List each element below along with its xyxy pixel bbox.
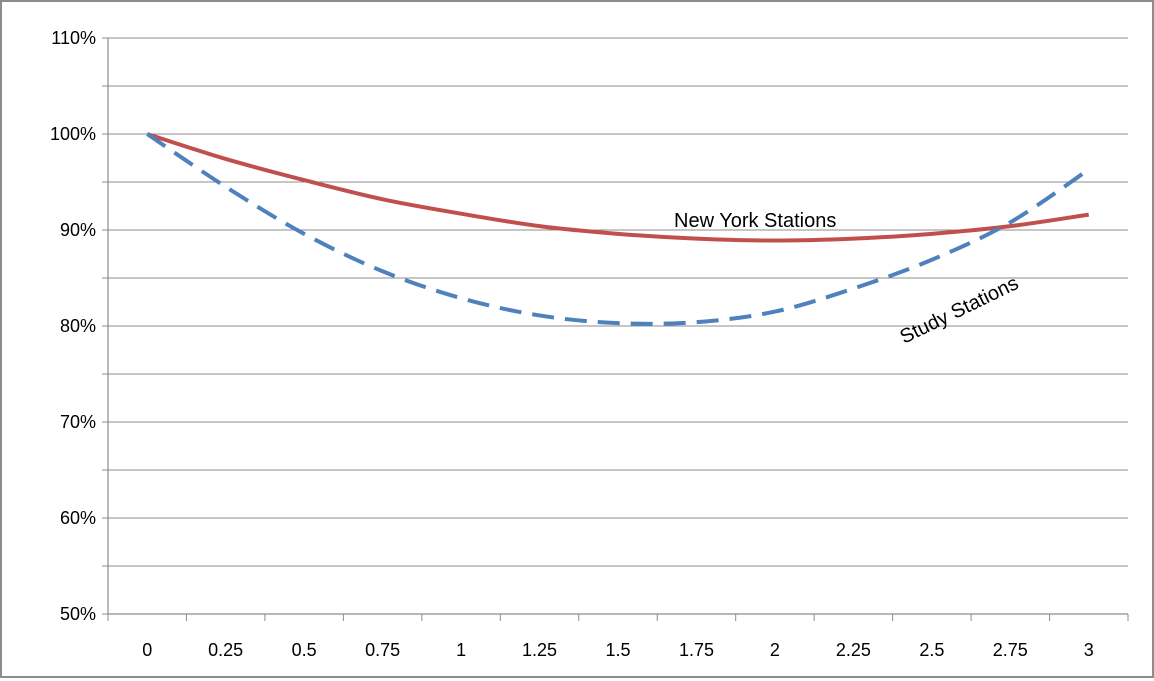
y-tick-label: 60% [60,508,96,528]
x-tick-label: 1.25 [522,640,557,660]
x-tick-label: 0.25 [208,640,243,660]
x-tick-label: 1.75 [679,640,714,660]
y-tick-label: 50% [60,604,96,624]
y-tick-label: 110% [51,28,96,48]
x-tick-label: 2.25 [836,640,871,660]
tick-labels: 50% 60% 70% 80% 90% 100% 110% 0 0.25 0.5 0.75 1 1.25… [50,28,1094,660]
y-tick-label: 80% [60,316,96,336]
x-tick-label: 0 [142,640,152,660]
x-tick-label: 2.5 [919,640,944,660]
x-tick-label: 2 [770,640,780,660]
annotation-new-york-stations: New York Stations [674,210,836,232]
y-tick-label: 70% [60,412,96,432]
annotation-study-stations: Study Stations [897,272,1023,348]
x-tick-label: 3 [1084,640,1094,660]
series-line-study-stations [146,132,1090,326]
series-line-new-york-stations [146,132,1090,243]
gridlines [108,37,1128,567]
x-tick-label: 1.5 [605,640,630,660]
x-tick-label: 1 [456,640,466,660]
x-tick-label: 0.5 [292,640,317,660]
x-tick-label: 2.75 [993,640,1028,660]
axes [102,37,1129,621]
series-lines [146,132,1090,326]
x-tick-label: 0.75 [365,640,400,660]
y-tick-label: 100% [50,124,96,144]
y-tick-label: 90% [60,220,96,240]
